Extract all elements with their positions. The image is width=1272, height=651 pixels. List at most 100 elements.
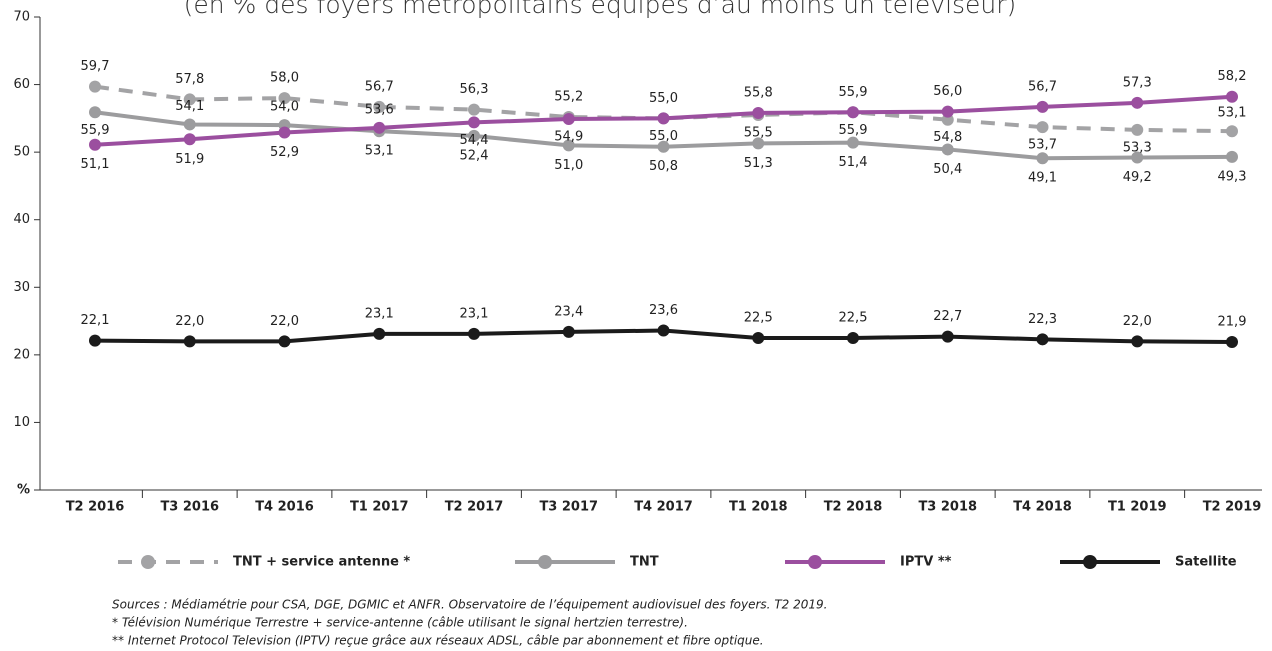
data-label: 22,3 (1028, 312, 1057, 327)
data-label: 22,0 (175, 314, 204, 329)
point (89, 138, 101, 151)
data-label: 50,8 (649, 159, 678, 174)
data-label: 54,4 (460, 133, 489, 148)
point (468, 327, 480, 340)
data-label: 49,2 (1123, 170, 1152, 185)
point (657, 112, 670, 125)
data-label: 23,1 (365, 306, 394, 321)
point (562, 325, 575, 338)
point (1226, 90, 1238, 103)
data-label: 23,1 (460, 306, 489, 321)
data-label: 51,9 (175, 152, 204, 167)
data-label: 54,8 (933, 130, 962, 145)
point (1131, 151, 1144, 164)
point (1036, 152, 1049, 165)
point (1226, 336, 1238, 349)
point (89, 106, 101, 119)
legend-label: IPTV ** (900, 555, 952, 570)
point (1036, 121, 1049, 134)
x-tick-label: T2 2019 (1203, 500, 1262, 515)
data-label: 21,9 (1218, 315, 1247, 330)
data-label: 53,1 (365, 144, 394, 159)
x-tick-label: T1 2019 (1108, 500, 1167, 515)
point (562, 139, 575, 152)
data-label: 58,0 (270, 71, 299, 86)
point (847, 331, 859, 344)
point (941, 330, 954, 343)
data-label: 55,8 (744, 85, 773, 100)
data-label: 23,6 (649, 303, 678, 318)
point (941, 143, 954, 156)
data-label: 56,7 (365, 79, 394, 94)
point (373, 327, 386, 340)
data-label: 55,9 (839, 85, 868, 100)
point (1131, 123, 1144, 136)
legend-marker (808, 555, 822, 569)
data-label: 56,3 (460, 82, 489, 97)
point (89, 80, 101, 93)
point (468, 129, 480, 142)
data-label: 56,0 (933, 84, 962, 99)
y-tick-label: 50 (13, 145, 30, 160)
data-label: 23,4 (554, 304, 583, 319)
point (373, 121, 386, 134)
x-tick-label: T4 2016 (255, 500, 314, 515)
data-label: 53,7 (1028, 138, 1057, 153)
x-tick-label: T4 2017 (634, 500, 693, 515)
x-tick-label: T3 2017 (539, 500, 598, 515)
data-label: 51,1 (81, 157, 110, 172)
point (89, 334, 101, 347)
point (657, 140, 670, 153)
data-label: 55,0 (649, 91, 678, 106)
data-label: 56,7 (1028, 79, 1057, 94)
data-label: 53,1 (1218, 106, 1247, 121)
point (562, 113, 575, 126)
y-tick-label: 40 (13, 212, 30, 227)
data-label: 55,2 (554, 90, 583, 105)
data-label: 53,3 (1123, 140, 1152, 155)
point (847, 106, 859, 119)
data-label: 55,0 (649, 129, 678, 144)
data-label: 53,6 (365, 102, 394, 117)
x-tick-label: T2 2017 (445, 500, 504, 515)
data-label: 55,9 (839, 123, 868, 138)
point (752, 106, 765, 119)
point (752, 137, 765, 150)
point (1226, 125, 1238, 138)
point (1036, 100, 1049, 113)
point (373, 100, 386, 113)
data-label: 22,0 (1123, 314, 1152, 329)
point (847, 136, 859, 149)
point (941, 105, 954, 118)
legend-marker (538, 555, 552, 569)
data-label: 50,4 (933, 162, 962, 177)
chart-subtitle: (en % des foyers métropolitains équipés … (184, 0, 1017, 19)
x-tick-label: T2 2018 (824, 500, 883, 515)
point (278, 126, 291, 139)
point (468, 116, 480, 129)
y-tick-label: % (17, 483, 30, 498)
x-tick-label: T3 2018 (918, 500, 977, 515)
data-label: 49,1 (1028, 171, 1057, 186)
y-tick-label: 70 (13, 10, 30, 25)
legend-label: Satellite (1175, 555, 1237, 570)
data-label: 22,5 (744, 310, 773, 325)
legend-marker (141, 555, 155, 569)
point (1226, 150, 1238, 163)
data-label: 54,1 (175, 99, 204, 114)
legend-marker (1083, 555, 1097, 569)
data-label: 22,0 (270, 314, 299, 329)
x-tick-label: T3 2016 (160, 500, 219, 515)
data-label: 52,4 (460, 148, 489, 163)
data-label: 59,7 (81, 59, 110, 74)
point (1131, 335, 1144, 348)
point (278, 335, 291, 348)
x-tick-label: T4 2018 (1013, 500, 1072, 515)
x-tick-label: T2 2016 (66, 500, 125, 515)
point (1036, 333, 1049, 346)
data-label: 51,3 (744, 156, 773, 171)
point (468, 103, 480, 116)
y-tick-label: 60 (13, 77, 30, 92)
data-label: 22,7 (933, 309, 962, 324)
